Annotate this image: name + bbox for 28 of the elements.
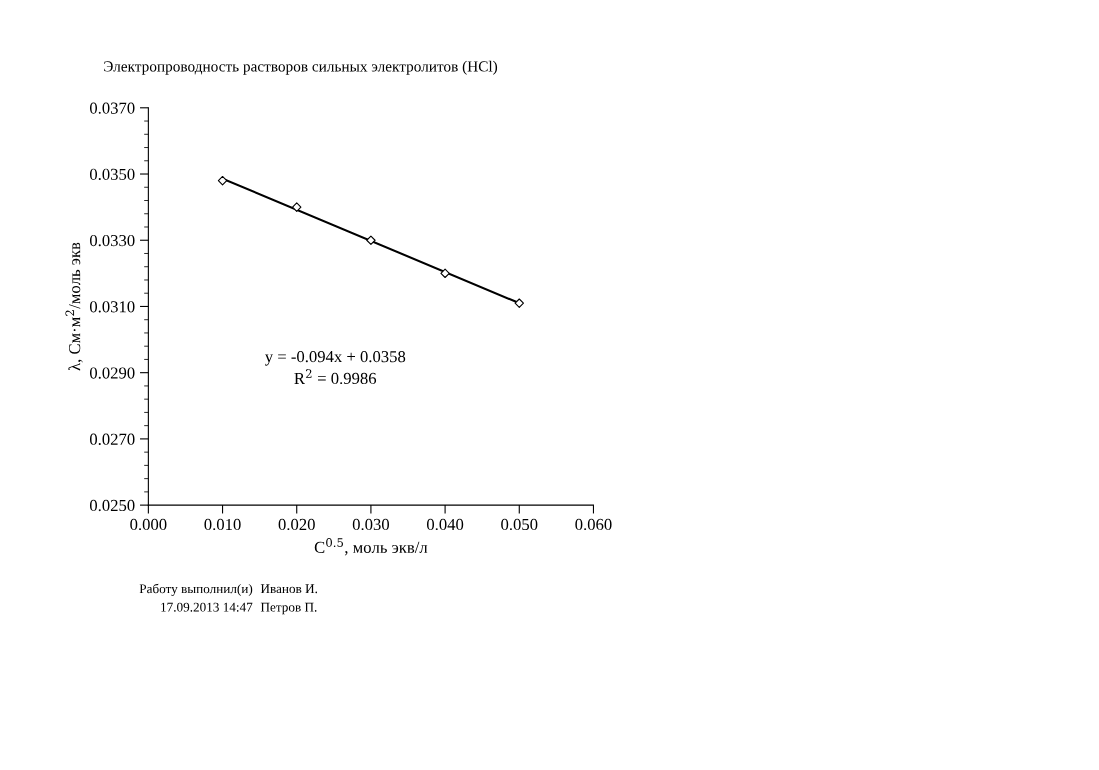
y-tick-label: 0.0250 xyxy=(89,499,135,512)
point xyxy=(514,298,524,308)
x-tick-label: 0.050 xyxy=(501,518,538,531)
x-axis-title: C$^{0.5}$, моль экв/л xyxy=(314,538,428,556)
text: Петров П. xyxy=(260,602,317,615)
point xyxy=(292,202,302,212)
chart-title: Электропроводность растворов сильных электролитов (HCl) xyxy=(104,60,498,75)
y-tick-label: 0.0330 xyxy=(89,234,135,247)
text: Иванов И. xyxy=(260,584,318,594)
annotation: R$^{2}$ = 0.9986 xyxy=(294,369,377,385)
point xyxy=(366,235,376,245)
x-tick-label: 0.040 xyxy=(426,518,464,531)
y-axis-title: λ, См·м$^{2}$/моль экв xyxy=(65,242,83,371)
y-tick-label: 0.0290 xyxy=(89,367,135,379)
text: 17.09.2013 14:47 xyxy=(161,602,253,612)
text: Работу выполнил(и) xyxy=(139,583,253,596)
x-tick-label: 0.000 xyxy=(130,518,167,531)
x-tick-label: 0.060 xyxy=(575,518,612,531)
y-tick-label: 0.0370 xyxy=(89,102,135,114)
y-tick-label: 0.0310 xyxy=(89,301,135,313)
point xyxy=(217,175,228,186)
annotation: y = -0.094x + 0.0358 xyxy=(265,350,406,366)
y-tick-label: 0.0270 xyxy=(89,433,135,445)
point xyxy=(440,268,450,279)
x-tick-label: 0.030 xyxy=(352,518,390,531)
x-tick-label: 0.010 xyxy=(204,518,241,531)
x-tick-label: 0.020 xyxy=(278,518,315,531)
y-tick-label: 0.0350 xyxy=(89,168,135,181)
